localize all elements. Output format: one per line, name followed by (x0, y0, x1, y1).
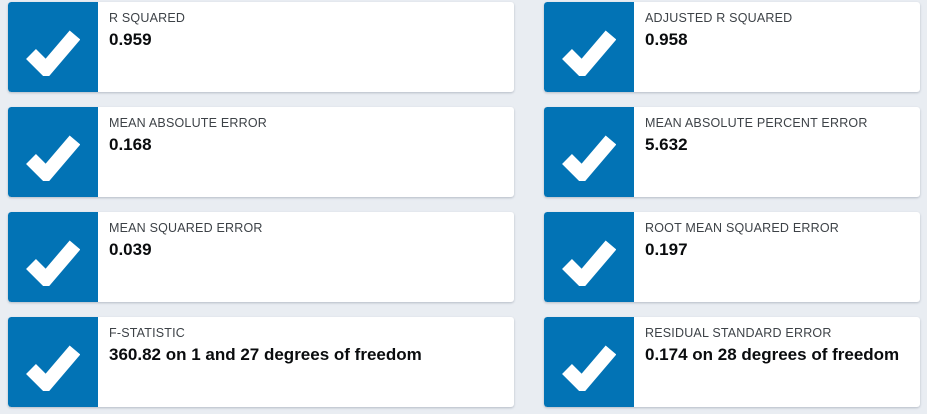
metric-label: ADJUSTED R SQUARED (645, 11, 793, 25)
metric-card-f-statistic[interactable]: F-STATISTIC 360.82 on 1 and 27 degrees o… (8, 317, 514, 407)
check-icon (544, 107, 634, 197)
check-icon (544, 212, 634, 302)
metric-card-root-mean-squared-error[interactable]: ROOT MEAN SQUARED ERROR 0.197 (544, 212, 920, 302)
metric-content: ROOT MEAN SQUARED ERROR 0.197 (634, 212, 920, 302)
metric-card-adjusted-r-squared[interactable]: ADJUSTED R SQUARED 0.958 (544, 2, 920, 92)
metric-label: MEAN ABSOLUTE ERROR (109, 116, 267, 130)
check-icon (8, 2, 98, 92)
metric-content: MEAN ABSOLUTE PERCENT ERROR 5.632 (634, 107, 920, 197)
metric-value: 5.632 (645, 135, 688, 154)
metric-value: 0.958 (645, 30, 688, 49)
metric-value: 0.039 (109, 240, 152, 259)
metric-value: 0.174 on 28 degrees of freedom (645, 345, 900, 364)
metric-content: ADJUSTED R SQUARED 0.958 (634, 2, 920, 92)
metric-value: 0.197 (645, 240, 688, 259)
check-icon (544, 2, 634, 92)
metric-label: R SQUARED (109, 11, 186, 25)
metric-label: ROOT MEAN SQUARED ERROR (645, 221, 839, 235)
metric-content: MEAN SQUARED ERROR 0.039 (98, 212, 514, 302)
check-icon (8, 212, 98, 302)
metric-card-residual-standard-error[interactable]: RESIDUAL STANDARD ERROR 0.174 on 28 degr… (544, 317, 920, 407)
check-icon (544, 317, 634, 407)
metric-content: RESIDUAL STANDARD ERROR 0.174 on 28 degr… (634, 317, 920, 407)
metric-value: 0.959 (109, 30, 152, 49)
metric-label: RESIDUAL STANDARD ERROR (645, 326, 832, 340)
metric-value: 360.82 on 1 and 27 degrees of freedom (109, 345, 422, 364)
metric-label: MEAN ABSOLUTE PERCENT ERROR (645, 116, 868, 130)
metric-content: MEAN ABSOLUTE ERROR 0.168 (98, 107, 514, 197)
check-icon (8, 317, 98, 407)
metric-label: F-STATISTIC (109, 326, 186, 340)
metric-card-mean-absolute-percent-error[interactable]: MEAN ABSOLUTE PERCENT ERROR 5.632 (544, 107, 920, 197)
check-icon (8, 107, 98, 197)
metric-content: F-STATISTIC 360.82 on 1 and 27 degrees o… (98, 317, 514, 407)
metric-card-mean-absolute-error[interactable]: MEAN ABSOLUTE ERROR 0.168 (8, 107, 514, 197)
metric-label: MEAN SQUARED ERROR (109, 221, 263, 235)
metric-card-r-squared[interactable]: R SQUARED 0.959 (8, 2, 514, 92)
metric-value: 0.168 (109, 135, 152, 154)
metric-card-mean-squared-error[interactable]: MEAN SQUARED ERROR 0.039 (8, 212, 514, 302)
metric-content: R SQUARED 0.959 (98, 2, 514, 92)
